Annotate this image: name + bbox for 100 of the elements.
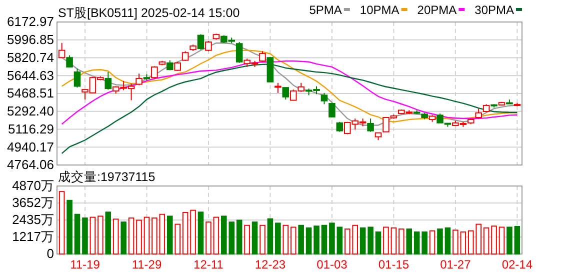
y-tick-label: 5820.74 — [7, 50, 54, 65]
bar — [314, 226, 320, 254]
bar — [267, 218, 274, 254]
x-tick-label: 11-29 — [132, 258, 162, 272]
bar — [422, 231, 428, 254]
bar — [390, 227, 397, 254]
bar — [514, 226, 520, 254]
bar — [275, 222, 281, 254]
x-tick-label: 01-15 — [378, 258, 410, 272]
x-tick-label: 01-27 — [440, 258, 472, 272]
bar — [206, 222, 212, 254]
bar — [298, 224, 304, 254]
bar — [190, 210, 196, 254]
bar — [166, 216, 173, 254]
bar — [66, 200, 72, 254]
bar — [282, 224, 289, 254]
y-tick-label: 4940.17 — [7, 139, 54, 154]
candlestick — [58, 42, 66, 58]
bar — [329, 222, 335, 254]
x-tick-label: 01-03 — [316, 258, 348, 272]
bar — [360, 227, 366, 254]
bar — [90, 216, 96, 254]
legend-label: 30PMA — [474, 3, 514, 17]
bar — [213, 216, 220, 254]
y-tick-label: 5116.29 — [8, 121, 54, 136]
candlestick — [174, 61, 181, 72]
bar — [506, 226, 512, 254]
bar — [152, 217, 158, 254]
bar — [460, 231, 466, 254]
line-series — [61, 64, 518, 154]
bar — [491, 226, 497, 254]
bar — [120, 222, 126, 254]
bar — [414, 231, 420, 254]
y-tick-label: 5644.63 — [7, 68, 54, 83]
bar — [174, 224, 180, 254]
candlestick — [320, 92, 328, 105]
candlestick — [259, 50, 266, 62]
candlestick — [182, 50, 189, 62]
candlestick — [151, 66, 158, 80]
bar — [112, 218, 119, 254]
bar — [260, 224, 266, 254]
candlestick — [367, 118, 374, 132]
y-tick-label: 5996.85 — [7, 32, 54, 48]
candlestick — [274, 82, 282, 94]
bar — [290, 226, 296, 254]
bar — [452, 230, 458, 254]
bar — [252, 222, 258, 254]
bar — [198, 212, 204, 254]
bar — [244, 224, 250, 254]
y-tick-label: 0 — [46, 246, 54, 262]
candlestick — [475, 108, 482, 120]
bar — [375, 231, 382, 254]
candlestick — [104, 71, 112, 90]
candlestick — [336, 121, 344, 132]
bar — [105, 212, 112, 254]
chart-title: 成交量:19737115 — [58, 169, 156, 184]
y-tick-label: 2435万 — [12, 212, 54, 228]
bar — [98, 216, 104, 254]
bar — [406, 228, 412, 254]
bar — [483, 227, 490, 254]
bar — [498, 226, 505, 254]
x-tick-label: 11-19 — [70, 258, 100, 272]
candlestick — [282, 87, 290, 100]
bar — [58, 191, 65, 254]
bar — [136, 220, 142, 254]
bar — [236, 220, 242, 254]
bar — [398, 228, 404, 254]
x-tick-label: 12-11 — [194, 258, 224, 272]
candlestick — [197, 34, 204, 50]
bar — [82, 217, 88, 254]
bar — [321, 224, 328, 254]
bar — [159, 214, 166, 254]
legend-label: 5PMA — [309, 3, 342, 17]
x-tick-label: 12-23 — [254, 258, 286, 272]
y-tick-label: 3652万 — [12, 195, 54, 210]
y-tick-label: 4764.06 — [7, 157, 54, 172]
candlestick — [236, 41, 243, 64]
legend-label: 20PMA — [417, 3, 457, 17]
legend-label: 10PMA — [360, 3, 400, 17]
bar — [306, 227, 312, 254]
bar — [368, 226, 374, 254]
candlestick — [74, 68, 81, 88]
bar — [444, 227, 451, 254]
bar — [429, 230, 436, 254]
bar — [128, 217, 134, 254]
bar — [74, 214, 80, 254]
candlestick — [136, 73, 142, 86]
y-tick-label: 4870万 — [12, 178, 54, 194]
chart-title: ST股[BK0511] 2025-02-14 15:00 — [58, 6, 240, 20]
y-tick-label: 5468.51 — [7, 86, 54, 101]
bar — [182, 212, 188, 254]
bar — [383, 226, 389, 254]
y-tick-label: 5292.40 — [7, 104, 54, 119]
bar — [336, 226, 343, 254]
candlestick — [66, 54, 73, 68]
y-tick-label: 6172.97 — [7, 14, 54, 30]
bar — [144, 216, 150, 254]
x-tick-label: 02-14 — [502, 258, 533, 272]
y-tick-label: 1217万 — [12, 229, 54, 244]
bar — [437, 228, 443, 254]
